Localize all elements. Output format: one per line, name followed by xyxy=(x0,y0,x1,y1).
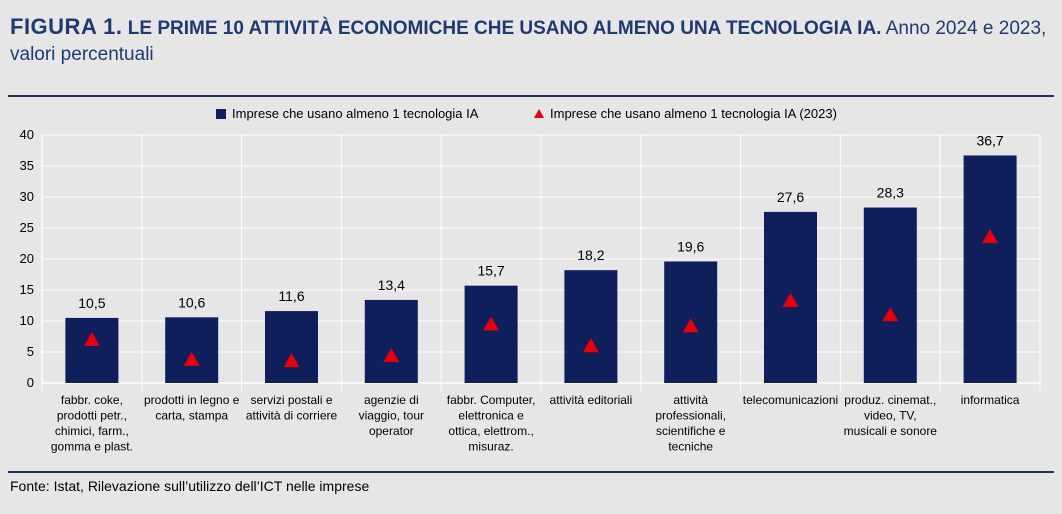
data-label: 10,6 xyxy=(178,294,205,310)
data-label: 11,6 xyxy=(278,288,304,304)
data-label: 28,3 xyxy=(877,185,904,201)
x-tick-label: telecomunicazioni xyxy=(743,393,838,407)
x-tick-label: produz. cinemat., video, TV, musicali e so… xyxy=(844,393,938,438)
x-tick-label: servizi postali e attività di corriere xyxy=(246,393,338,423)
y-tick-label: 10 xyxy=(20,313,34,328)
marker-2023 xyxy=(483,316,500,331)
bar xyxy=(265,311,318,383)
y-tick-label: 40 xyxy=(20,127,34,142)
x-tick-label-line: prodotti in legno e xyxy=(144,393,240,407)
legend-triangle-icon xyxy=(534,109,544,118)
x-tick-label-line: tecniche xyxy=(668,440,713,454)
x-tick-label-line: professionali, xyxy=(655,409,726,423)
x-tick-label-line: prodotti petr., xyxy=(57,409,127,423)
bar xyxy=(564,270,618,383)
x-tick-label-line: viaggio, tour xyxy=(359,409,424,423)
bar xyxy=(464,285,518,383)
x-tick-label: attività editoriali xyxy=(550,393,633,407)
marker-2023 xyxy=(582,338,599,353)
x-tick-label-line: gomma e plast. xyxy=(51,440,133,454)
marker-2023 xyxy=(83,332,100,346)
data-label: 13,4 xyxy=(378,277,405,293)
marker-2023 xyxy=(283,353,300,368)
x-tick-label-line: misuraz. xyxy=(468,440,513,454)
x-tick-label-line: elettronica e xyxy=(458,409,524,423)
legend-label-2024: Imprese che usano almeno 1 tecnologia IA xyxy=(232,106,479,121)
x-tick-label: prodotti in legno e carta, stampa xyxy=(144,393,240,423)
x-tick-label-line: chimici, farm., xyxy=(55,424,129,438)
y-tick-label: 35 xyxy=(20,158,34,173)
marker-2023 xyxy=(682,318,699,333)
x-tick-label-line: operator xyxy=(369,424,414,438)
y-tick-label: 15 xyxy=(20,282,34,297)
legend-item-2024: Imprese che usano almeno 1 tecnologia IA xyxy=(216,106,478,121)
bar xyxy=(165,317,219,383)
x-tick-label: fabbr. coke, prodotti petr., chimici, farm… xyxy=(51,393,133,454)
source-note: Fonte: Istat, Rilevazione sull’utilizzo … xyxy=(10,478,370,494)
x-tick-label-line: musicali e sonore xyxy=(844,424,938,438)
legend-label-2023: Imprese che usano almeno 1 tecnologia IA… xyxy=(550,106,837,121)
y-tick-label: 5 xyxy=(27,344,34,359)
bar xyxy=(364,299,418,383)
x-tick-label-line: attività di corriere xyxy=(246,409,338,423)
marker-2023 xyxy=(183,351,200,366)
x-tick-label: agenzie di viaggio, tour operator xyxy=(359,393,424,438)
marker-2023 xyxy=(383,348,400,363)
marker-2023 xyxy=(882,307,899,322)
marker-2023 xyxy=(982,229,999,244)
x-tick-label-line: attività editoriali xyxy=(550,393,633,407)
legend-bar-swatch xyxy=(216,108,226,119)
figure-label: FIGURA 1. xyxy=(10,14,123,39)
legend-item-2023: Imprese che usano almeno 1 tecnologia IA… xyxy=(534,106,837,121)
x-tick-label: fabbr. Computer, elettronica e ottica, ele… xyxy=(447,393,536,454)
chart-title-block: FIGURA 1. LE PRIME 10 ATTIVITÀ ECONOMICH… xyxy=(10,14,1055,68)
x-tick-label-line: telecomunicazioni xyxy=(743,393,838,407)
bar xyxy=(963,155,1017,383)
x-tick-label-line: fabbr. Computer, xyxy=(447,393,536,407)
chart-subtitle: Anno 2024 e 2023, valori percentuali xyxy=(10,18,1047,65)
bar xyxy=(65,317,119,383)
x-tick-label-line: carta, stampa xyxy=(155,409,228,423)
x-tick-label-line: scientifiche e xyxy=(656,424,726,438)
x-tick-label-line: produz. cinemat., xyxy=(844,393,936,407)
data-label: 18,2 xyxy=(577,247,604,263)
x-tick-label-line: attività xyxy=(673,393,708,407)
data-label: 10,5 xyxy=(78,295,105,311)
bar xyxy=(863,207,917,383)
chart-heading: LE PRIME 10 ATTIVITÀ ECONOMICHE CHE USAN… xyxy=(127,18,882,39)
top-divider xyxy=(8,95,1054,97)
bottom-divider xyxy=(8,471,1054,473)
data-label: 27,6 xyxy=(777,189,804,205)
data-label: 19,6 xyxy=(677,238,704,254)
y-tick-label: 30 xyxy=(20,189,34,204)
x-tick-label-line: ottica, elettrom., xyxy=(448,424,533,438)
legend: Imprese che usano almeno 1 tecnologia IA… xyxy=(0,106,1062,126)
x-tick-label-line: servizi postali e xyxy=(250,393,332,407)
data-label: 15,7 xyxy=(477,263,504,279)
y-tick-label: 0 xyxy=(27,375,34,390)
x-tick-label: attività professionali, scientifiche e tecn… xyxy=(655,393,726,454)
data-label: 36,7 xyxy=(976,132,1003,148)
x-tick-label: informatica xyxy=(961,393,1020,407)
marker-2023 xyxy=(782,292,799,307)
x-tick-label-line: fabbr. coke, xyxy=(61,393,123,407)
x-tick-label-line: agenzie di xyxy=(364,393,419,407)
y-tick-label: 25 xyxy=(20,220,34,235)
x-tick-label-line: informatica xyxy=(961,393,1020,407)
x-tick-label-line: video, TV, xyxy=(864,409,917,423)
y-tick-label: 20 xyxy=(20,251,34,266)
